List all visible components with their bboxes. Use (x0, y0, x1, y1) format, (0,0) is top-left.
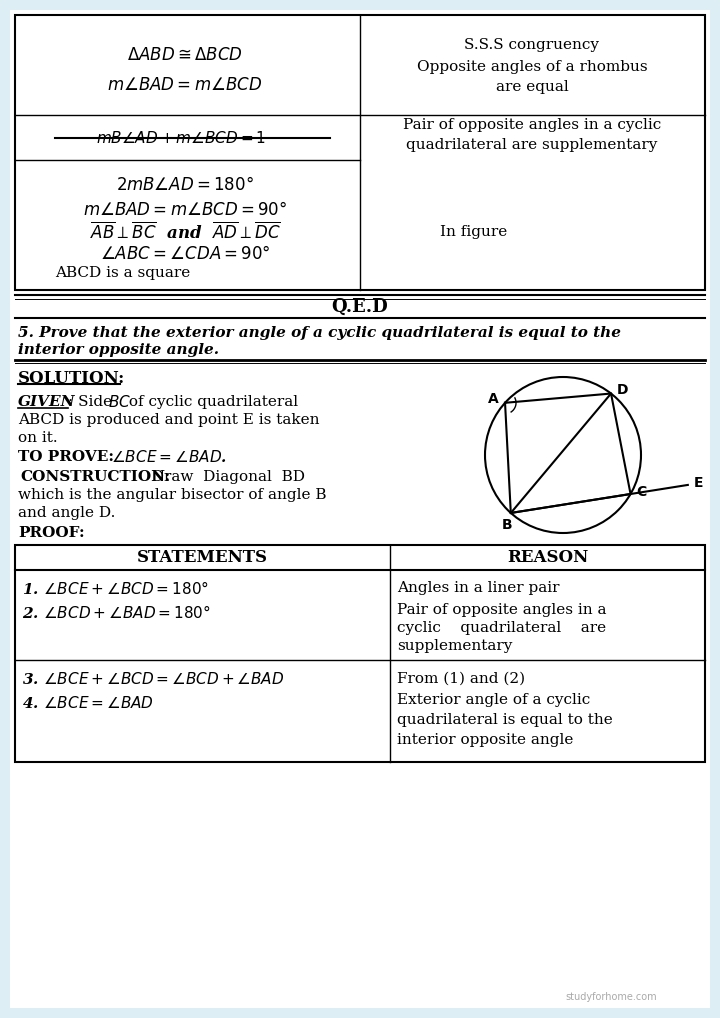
Text: Draw  Diagonal  BD: Draw Diagonal BD (142, 470, 305, 484)
Text: Exterior angle of a cyclic: Exterior angle of a cyclic (397, 693, 590, 706)
Text: E: E (694, 476, 703, 490)
Text: $2mB\angle AD = 180°$: $2mB\angle AD = 180°$ (116, 176, 254, 194)
Text: which is the angular bisector of angle B: which is the angular bisector of angle B (18, 488, 326, 502)
Text: 5. Prove that the exterior angle of a cyclic quadrilateral is equal to the: 5. Prove that the exterior angle of a cy… (18, 326, 621, 340)
Text: C: C (636, 485, 647, 499)
Text: STATEMENTS: STATEMENTS (137, 549, 268, 566)
Text: S.S.S congruency: S.S.S congruency (464, 38, 600, 52)
Text: $m\angle BAD = m\angle BCD$: $m\angle BAD = m\angle BCD$ (107, 76, 263, 94)
Text: $\angle BCE = \angle BAD$.: $\angle BCE = \angle BAD$. (106, 449, 227, 465)
Text: $\overline{AB} \perp \overline{BC}$  and  $\overline{AD} \perp \overline{DC}$: $\overline{AB} \perp \overline{BC}$ and … (89, 222, 281, 242)
Text: From (1) and (2): From (1) and (2) (397, 672, 525, 686)
Text: on it.: on it. (18, 431, 58, 445)
Text: REASON: REASON (508, 549, 589, 566)
Text: $\Delta ABD \cong \Delta BCD$: $\Delta ABD \cong \Delta BCD$ (127, 47, 243, 63)
Text: interior opposite angle: interior opposite angle (397, 733, 573, 747)
Text: CONSTRUCTION:: CONSTRUCTION: (20, 470, 170, 484)
Text: B: B (502, 518, 512, 532)
Bar (15, 15, 705, 290)
Text: Q.E.D: Q.E.D (332, 298, 388, 316)
Text: GIVEN: GIVEN (18, 395, 76, 409)
Text: Opposite angles of a rhombus: Opposite angles of a rhombus (417, 60, 647, 74)
Text: quadrilateral is equal to the: quadrilateral is equal to the (397, 713, 613, 727)
Text: $mB\angle AD + m\angle BCD = 1\cdot\cdot$: $mB\angle AD + m\angle BCD = 1\cdot\cdot… (96, 130, 284, 146)
Text: ABCD is produced and point E is taken: ABCD is produced and point E is taken (18, 413, 320, 427)
Bar (15, 545, 705, 762)
Text: Pair of opposite angles in a cyclic: Pair of opposite angles in a cyclic (403, 118, 661, 132)
Text: studyforhome.com: studyforhome.com (565, 992, 657, 1002)
Text: $m\angle BAD = m\angle BCD = 90°$: $m\angle BAD = m\angle BCD = 90°$ (83, 201, 287, 219)
Text: ABCD is a square: ABCD is a square (55, 266, 190, 280)
Text: PROOF:: PROOF: (18, 526, 85, 540)
Text: quadrilateral are supplementary: quadrilateral are supplementary (406, 138, 657, 152)
Text: TO PROVE:: TO PROVE: (18, 450, 114, 464)
Text: interior opposite angle.: interior opposite angle. (18, 343, 219, 357)
Text: SOLUTION:: SOLUTION: (18, 370, 125, 387)
Text: $\angle ABC = \angle CDA = 90°$: $\angle ABC = \angle CDA = 90°$ (99, 245, 270, 263)
Text: and angle D.: and angle D. (18, 506, 115, 520)
Text: cyclic    quadrilateral    are: cyclic quadrilateral are (397, 621, 606, 635)
Text: Angles in a liner pair: Angles in a liner pair (397, 581, 559, 595)
Text: of cyclic quadrilateral: of cyclic quadrilateral (124, 395, 298, 409)
Text: A: A (487, 392, 498, 406)
Text: 3. $\angle BCE + \angle BCD = \angle BCD + \angle BAD$: 3. $\angle BCE + \angle BCD = \angle BCD… (22, 671, 284, 687)
Text: are equal: are equal (495, 80, 568, 94)
Text: D: D (616, 383, 628, 397)
Text: : Side: : Side (68, 395, 117, 409)
Text: $BC$: $BC$ (108, 394, 131, 410)
Text: 1. $\angle BCE + \angle BCD = 180°$: 1. $\angle BCE + \angle BCD = 180°$ (22, 579, 209, 597)
Text: supplementary: supplementary (397, 639, 513, 653)
Text: Pair of opposite angles in a: Pair of opposite angles in a (397, 603, 606, 617)
Text: 4. $\angle BCE = \angle BAD$: 4. $\angle BCE = \angle BAD$ (22, 695, 154, 711)
Text: In figure: In figure (440, 225, 508, 239)
Text: 2. $\angle BCD + \angle BAD = 180°$: 2. $\angle BCD + \angle BAD = 180°$ (22, 604, 211, 621)
